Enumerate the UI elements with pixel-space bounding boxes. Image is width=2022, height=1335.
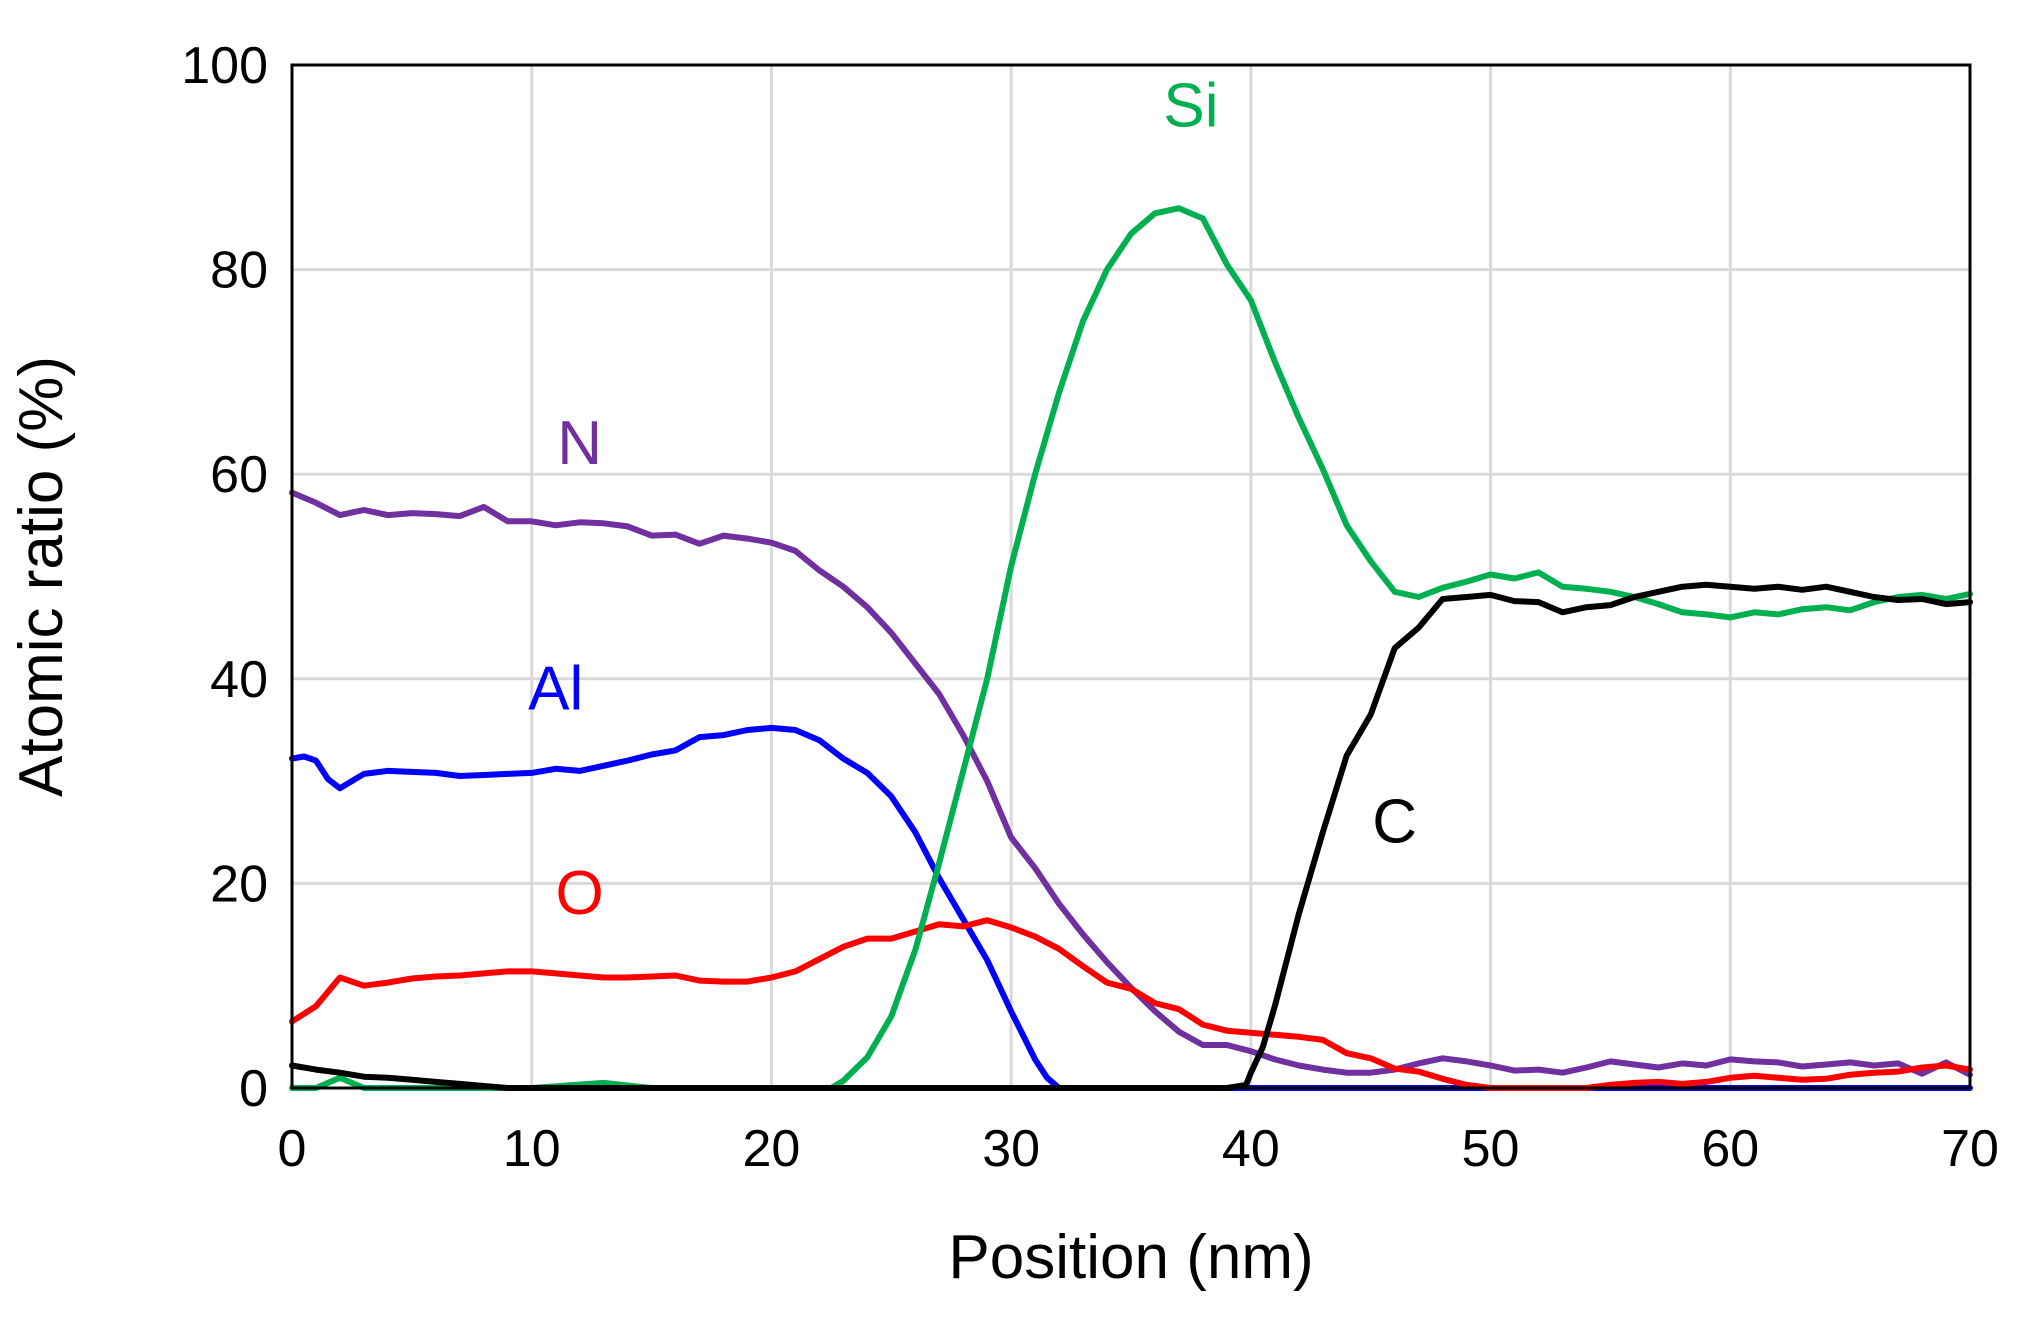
x-tick-label-50: 50 <box>1462 1120 1520 1178</box>
x-tick-label-0: 0 <box>278 1120 307 1178</box>
x-axis-title: Position (nm) <box>948 1223 1313 1292</box>
series-line-o <box>289 917 1973 1091</box>
y-tick-label-80: 80 <box>210 242 268 300</box>
series-label-si: Si <box>1163 71 1218 140</box>
x-tick-label-30: 30 <box>982 1120 1040 1178</box>
y-tick-label-100: 100 <box>181 37 268 95</box>
x-tick-label-10: 10 <box>503 1120 561 1178</box>
series-label-c: C <box>1372 787 1417 856</box>
x-tick-label-70: 70 <box>1941 1120 1999 1178</box>
series-label-al: Al <box>528 654 583 723</box>
y-tick-label-60: 60 <box>210 446 268 504</box>
x-tick-label-60: 60 <box>1701 1120 1759 1178</box>
series-line-si <box>289 205 1973 1091</box>
ticks: 0 10 20 30 40 50 60 70 0 20 40 60 80 100 <box>181 37 1999 1178</box>
plot-area-frame <box>290 63 1972 1090</box>
y-tick-label-40: 40 <box>210 651 268 709</box>
series-line-c <box>289 581 1973 1091</box>
series-label-o: O <box>556 859 604 928</box>
y-tick-label-20: 20 <box>210 855 268 913</box>
y-tick-label-0: 0 <box>239 1060 268 1118</box>
x-tick-label-20: 20 <box>743 1120 801 1178</box>
series-label-n: N <box>557 409 602 478</box>
x-tick-label-40: 40 <box>1222 1120 1280 1178</box>
y-axis-title: Atomic ratio (%) <box>7 356 76 797</box>
series-labels: N Al O Si C <box>528 71 1417 928</box>
